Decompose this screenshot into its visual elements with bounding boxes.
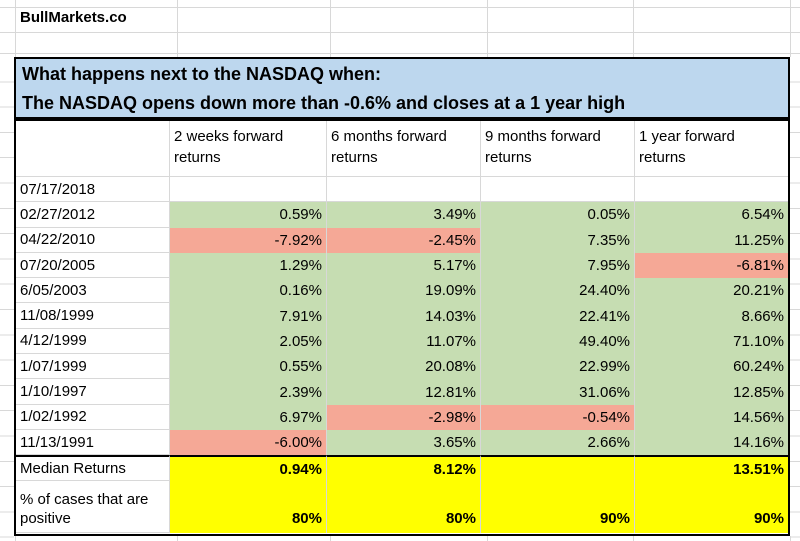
gridline [487,536,488,541]
returns-table: 2 weeks forward returns 6 months forward… [14,119,790,536]
date-cell[interactable]: 1/10/1997 [16,379,170,405]
pct-positive-value-cell[interactable]: 90% [481,481,635,534]
value-cell[interactable]: -6.00% [170,429,327,456]
brand-cell: BullMarkets.co [20,9,127,26]
value-cell[interactable]: 1.29% [170,252,327,279]
date-cell[interactable]: 1/02/1992 [16,404,170,430]
value-cell[interactable] [481,177,635,203]
value-cell[interactable]: 7.95% [481,252,635,279]
gridline [790,57,800,541]
column-header-1-year[interactable]: 1 year forward returns [635,121,788,177]
pct-positive-value-cell[interactable]: 80% [170,481,327,534]
value-cell[interactable]: 31.06% [481,379,635,405]
value-cell[interactable]: 8.66% [635,303,788,329]
date-cell[interactable]: 07/20/2005 [16,252,170,279]
value-cell[interactable]: 5.17% [327,252,481,279]
gridline [0,32,800,33]
value-cell[interactable]: 14.03% [327,303,481,329]
gridline [790,0,791,57]
median-value-cell[interactable]: 13.51% [635,455,788,482]
value-cell[interactable]: 11.25% [635,227,788,253]
gridline [177,536,178,541]
pct-positive-value-cell[interactable]: 90% [635,481,788,534]
gridline [330,536,331,541]
date-cell[interactable]: 4/12/1999 [16,328,170,355]
column-header-6-months[interactable]: 6 months forward returns [327,121,481,177]
value-cell[interactable]: 0.55% [170,354,327,380]
value-cell[interactable]: 6.54% [635,202,788,228]
gridline [15,0,16,57]
value-cell[interactable] [327,177,481,203]
date-cell[interactable]: 02/27/2012 [16,202,170,228]
value-cell[interactable]: -2.45% [327,227,481,253]
gridline [633,0,634,57]
title-block: What happens next to the NASDAQ when: Th… [14,57,790,119]
value-cell[interactable]: 0.16% [170,278,327,304]
gridline [487,0,488,57]
value-cell[interactable]: -6.81% [635,252,788,279]
date-cell[interactable]: 11/08/1999 [16,303,170,329]
gridline [15,536,16,541]
date-cell[interactable]: 04/22/2010 [16,227,170,253]
value-cell[interactable]: 20.08% [327,354,481,380]
date-cell[interactable]: 6/05/2003 [16,278,170,304]
gridline [0,7,800,8]
value-cell[interactable]: 2.66% [481,429,635,456]
value-cell[interactable]: 24.40% [481,278,635,304]
pct-positive-value-cell[interactable]: 80% [327,481,481,534]
value-cell[interactable]: 11.07% [327,328,481,355]
value-cell[interactable]: 60.24% [635,354,788,380]
pct-positive-label-cell[interactable]: % of cases that are positive [16,481,170,534]
value-cell[interactable]: 7.91% [170,303,327,329]
median-label-cell[interactable]: Median Returns [16,455,170,482]
title-line-1: What happens next to the NASDAQ when: [22,63,382,84]
corner-header-cell[interactable] [16,121,170,177]
value-cell[interactable]: 12.81% [327,379,481,405]
value-cell[interactable]: 12.85% [635,379,788,405]
median-value-cell[interactable] [481,455,635,482]
median-value-cell[interactable]: 8.12% [327,455,481,482]
value-cell[interactable]: 22.99% [481,354,635,380]
value-cell[interactable]: 71.10% [635,328,788,355]
value-cell[interactable]: 22.41% [481,303,635,329]
value-cell[interactable]: 19.09% [327,278,481,304]
date-cell[interactable]: 11/13/1991 [16,429,170,456]
value-cell[interactable]: 14.16% [635,429,788,456]
gridline [0,57,14,541]
value-cell[interactable]: 3.65% [327,429,481,456]
value-cell[interactable]: 14.56% [635,404,788,430]
gridline [330,0,331,57]
median-value-cell[interactable]: 0.94% [170,455,327,482]
value-cell[interactable] [635,177,788,203]
value-cell[interactable]: 0.05% [481,202,635,228]
value-cell[interactable]: 3.49% [327,202,481,228]
column-header-9-months[interactable]: 9 months forward returns [481,121,635,177]
gridline [177,0,178,57]
date-cell[interactable]: 1/07/1999 [16,354,170,380]
value-cell[interactable] [170,177,327,203]
value-cell[interactable]: 49.40% [481,328,635,355]
pct-positive-label: % of cases that are positive [20,491,149,528]
value-cell[interactable]: 20.21% [635,278,788,304]
value-cell[interactable]: 6.97% [170,404,327,430]
title-line-2: The NASDAQ opens down more than -0.6% an… [22,92,626,113]
value-cell[interactable]: 2.39% [170,379,327,405]
gridline [633,536,634,541]
date-cell[interactable]: 07/17/2018 [16,177,170,203]
value-cell[interactable]: 2.05% [170,328,327,355]
value-cell[interactable]: -7.92% [170,227,327,253]
value-cell[interactable]: 0.59% [170,202,327,228]
column-header-2-weeks[interactable]: 2 weeks forward returns [170,121,327,177]
value-cell[interactable]: -0.54% [481,404,635,430]
gridline [0,53,800,54]
value-cell[interactable]: -2.98% [327,404,481,430]
value-cell[interactable]: 7.35% [481,227,635,253]
